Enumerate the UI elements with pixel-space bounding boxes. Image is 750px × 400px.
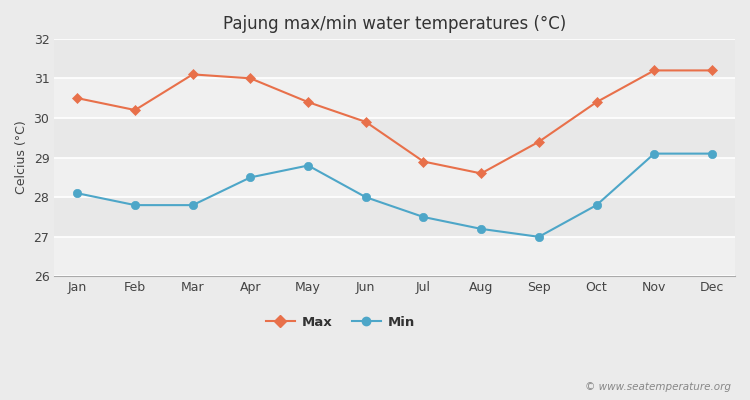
Min (246, 175, 255, 180)
Min (73, 191, 82, 196)
Max (477, 171, 486, 176)
Max (592, 100, 601, 104)
Line: Max: Max (74, 66, 716, 177)
Max (130, 108, 140, 112)
Min (362, 195, 370, 200)
Bar (54, 237, 735, 276)
Bar (54, 78, 735, 118)
Max (419, 159, 428, 164)
Max (246, 76, 255, 81)
Bar (54, 158, 735, 197)
Min (592, 203, 601, 208)
Max (188, 72, 197, 77)
Bar (54, 118, 735, 158)
Line: Min: Min (74, 150, 716, 241)
Min (534, 234, 543, 239)
Min (650, 151, 658, 156)
Min (707, 151, 716, 156)
Y-axis label: Celcius (°C): Celcius (°C) (15, 121, 28, 194)
Max (73, 96, 82, 100)
Bar (54, 197, 735, 237)
Min (304, 163, 313, 168)
Max (362, 120, 370, 124)
Max (534, 139, 543, 144)
Max (650, 68, 658, 73)
Min (419, 215, 428, 220)
Max (707, 68, 716, 73)
Bar (54, 39, 735, 78)
Max (304, 100, 313, 104)
Min (130, 203, 140, 208)
Title: Pajung max/min water temperatures (°C): Pajung max/min water temperatures (°C) (223, 15, 566, 33)
Legend: Max, Min: Max, Min (260, 310, 420, 334)
Text: © www.seatemperature.org: © www.seatemperature.org (585, 382, 731, 392)
Min (477, 226, 486, 231)
Min (188, 203, 197, 208)
